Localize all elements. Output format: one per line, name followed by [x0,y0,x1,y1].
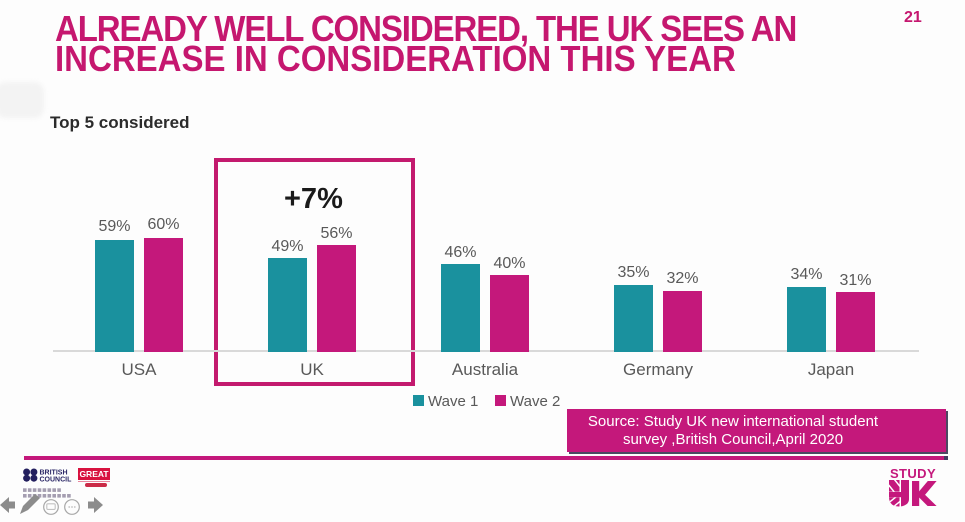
svg-text:COUNCIL: COUNCIL [40,476,73,483]
svg-text:BRITISH: BRITISH [40,469,68,476]
